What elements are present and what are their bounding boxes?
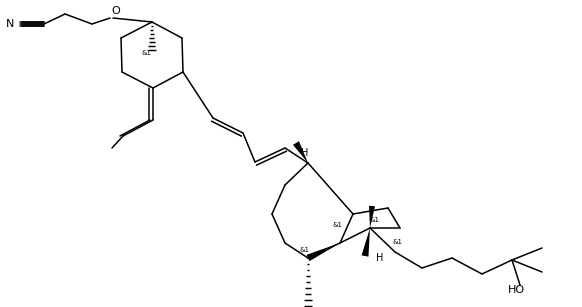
Text: &1: &1 (370, 217, 380, 223)
Text: HO: HO (508, 285, 524, 295)
Text: &1: &1 (333, 222, 343, 228)
Polygon shape (361, 228, 370, 257)
Text: &1: &1 (393, 239, 403, 245)
Text: O: O (112, 6, 120, 16)
Polygon shape (307, 243, 340, 261)
Text: &1: &1 (300, 247, 310, 253)
Text: N: N (6, 19, 14, 29)
Text: H: H (377, 253, 384, 263)
Polygon shape (369, 206, 375, 228)
Text: &1: &1 (142, 50, 152, 56)
Text: H: H (301, 148, 308, 158)
Polygon shape (293, 141, 308, 163)
